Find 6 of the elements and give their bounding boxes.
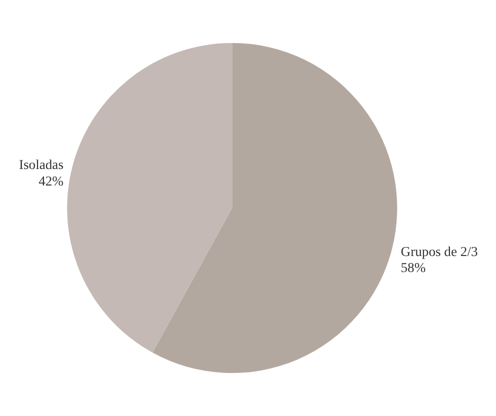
slice-label: Isoladas bbox=[18, 157, 64, 172]
data-label: 42% bbox=[38, 174, 64, 189]
pie-slice bbox=[152, 42, 397, 374]
slice-label: Grupos de 2/3 bbox=[400, 244, 478, 259]
pie-slice bbox=[67, 42, 232, 353]
data-label: 58% bbox=[400, 260, 426, 276]
